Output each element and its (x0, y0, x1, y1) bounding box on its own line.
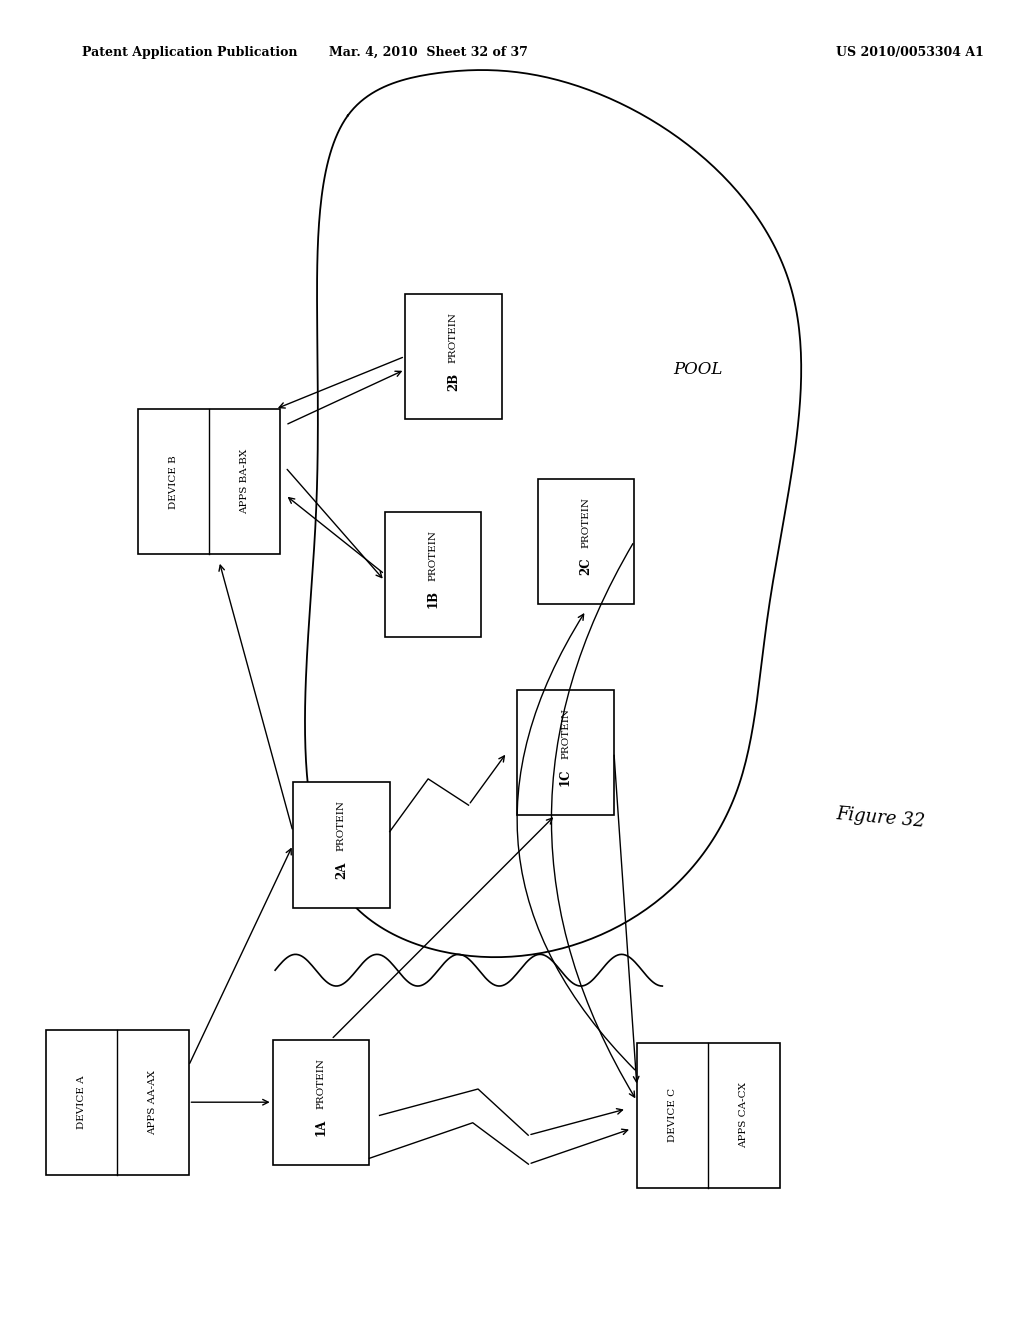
Text: DEVICE B: DEVICE B (169, 455, 178, 508)
Text: PROTEIN: PROTEIN (582, 496, 591, 548)
Text: PROTEIN: PROTEIN (337, 800, 346, 851)
FancyBboxPatch shape (385, 512, 481, 638)
Text: APPS BA-BX: APPS BA-BX (240, 449, 249, 515)
Text: 1C: 1C (559, 768, 572, 787)
Text: DEVICE A: DEVICE A (77, 1076, 86, 1129)
Text: 2B: 2B (446, 372, 460, 391)
Text: APPS CA-CX: APPS CA-CX (739, 1082, 749, 1148)
Text: APPS AA-AX: APPS AA-AX (148, 1069, 158, 1135)
Text: Patent Application Publication: Patent Application Publication (82, 46, 297, 59)
Text: Mar. 4, 2010  Sheet 32 of 37: Mar. 4, 2010 Sheet 32 of 37 (329, 46, 527, 59)
FancyBboxPatch shape (293, 781, 390, 908)
Text: Figure 32: Figure 32 (836, 805, 926, 832)
FancyBboxPatch shape (137, 409, 281, 554)
Text: 1B: 1B (427, 590, 439, 609)
Text: 2C: 2C (580, 557, 593, 576)
Text: 2A: 2A (335, 861, 348, 879)
Text: DEVICE C: DEVICE C (668, 1088, 677, 1143)
Text: PROTEIN: PROTEIN (316, 1057, 326, 1109)
FancyBboxPatch shape (272, 1040, 370, 1164)
Text: PROTEIN: PROTEIN (429, 529, 437, 581)
FancyBboxPatch shape (406, 294, 502, 420)
FancyBboxPatch shape (538, 479, 634, 605)
Text: PROTEIN: PROTEIN (561, 708, 570, 759)
FancyBboxPatch shape (637, 1043, 779, 1188)
Text: PROTEIN: PROTEIN (449, 312, 458, 363)
FancyBboxPatch shape (46, 1030, 188, 1175)
FancyBboxPatch shape (517, 689, 614, 814)
Text: US 2010/0053304 A1: US 2010/0053304 A1 (836, 46, 983, 59)
Text: 1A: 1A (314, 1118, 328, 1137)
Text: POOL: POOL (674, 362, 723, 378)
